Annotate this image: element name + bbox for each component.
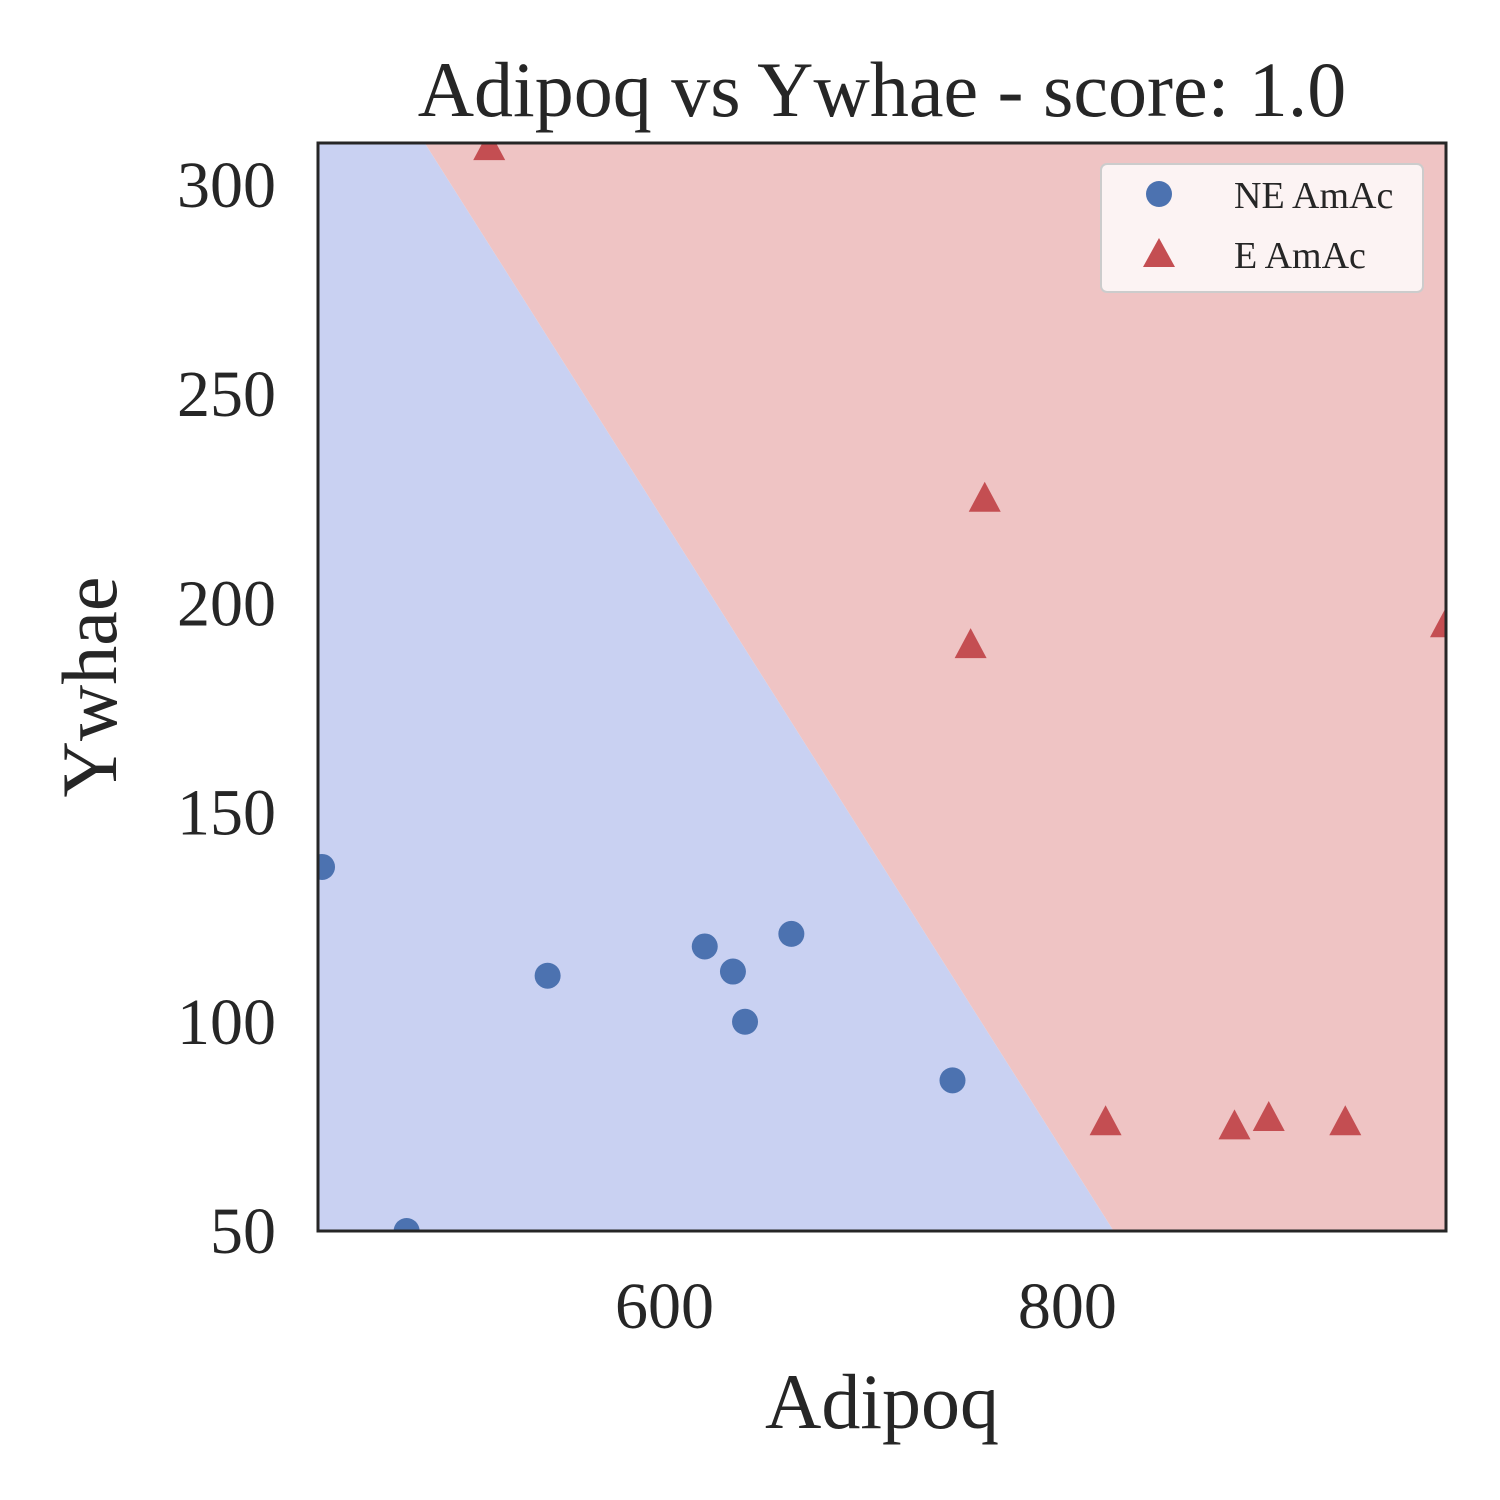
- point-e-amac-6: [1329, 1105, 1362, 1136]
- point-ne-amac-0: [318, 853, 336, 880]
- legend-box: [1100, 163, 1424, 293]
- point-ne-amac-6: [778, 920, 805, 947]
- legend-marker-e-amac: [1143, 238, 1175, 267]
- y-tick-label-300: 300: [177, 149, 276, 222]
- chart-title: Adipoq vs Ywhae - score: 1.0: [418, 46, 1347, 133]
- point-ne-amac-1: [393, 1218, 420, 1231]
- y-tick-label-200: 200: [177, 567, 276, 640]
- y-tick-label-150: 150: [177, 777, 276, 850]
- point-ne-amac-5: [732, 1008, 759, 1035]
- legend: NE AmAc E AmAc: [1100, 163, 1424, 293]
- legend-marker-ne-amac: [1146, 181, 1172, 207]
- points-layer: [318, 143, 1446, 1231]
- point-ne-amac-4: [719, 958, 746, 985]
- y-tick-label-50: 50: [210, 1195, 276, 1268]
- point-e-amac-1: [968, 481, 1001, 512]
- y-tick-label-250: 250: [177, 358, 276, 431]
- point-e-amac-3: [1089, 1105, 1122, 1136]
- x-axis-ticks: 600 800: [615, 1270, 1117, 1343]
- region-ne-amac: [318, 143, 1114, 1231]
- legend-label-ne-amac: NE AmAc: [1234, 175, 1393, 217]
- point-e-amac-5: [1252, 1101, 1285, 1132]
- point-ne-amac-2: [534, 962, 561, 989]
- point-e-amac-2: [954, 628, 987, 659]
- point-ne-amac-7: [939, 1067, 966, 1094]
- x-axis-label: Adipoq: [765, 1358, 999, 1445]
- y-tick-label-100: 100: [177, 986, 276, 1059]
- point-ne-amac-3: [691, 933, 718, 960]
- region-e-amac: [424, 143, 1446, 1231]
- plot-frame: [316, 141, 1448, 1233]
- y-axis-label: Ywhae: [46, 577, 133, 798]
- plot-area: [318, 143, 1446, 1231]
- point-e-amac-7: [1430, 607, 1446, 638]
- x-tick-label-800: 800: [1018, 1270, 1117, 1343]
- x-tick-label-600: 600: [615, 1270, 714, 1343]
- point-e-amac-0: [473, 143, 506, 161]
- legend-label-e-amac: E AmAc: [1234, 235, 1366, 277]
- point-e-amac-4: [1218, 1109, 1251, 1140]
- y-axis-ticks: 50 100 150 200 250 300: [177, 149, 276, 1268]
